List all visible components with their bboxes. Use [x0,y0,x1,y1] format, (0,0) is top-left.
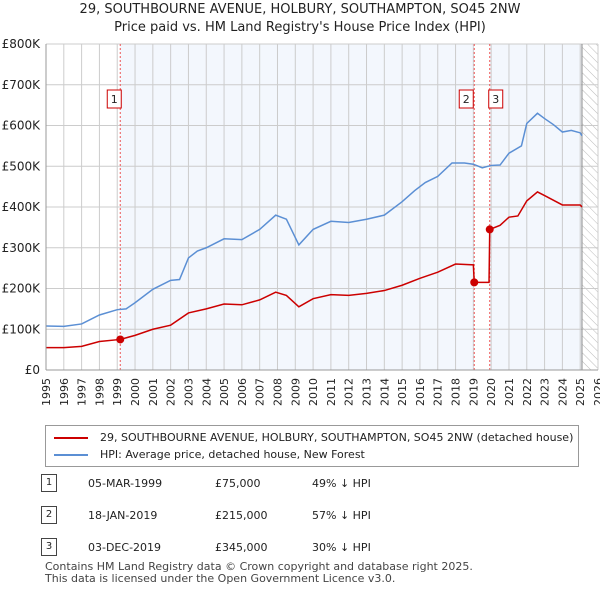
sale-hpi-diff: 57% ↓ HPI [312,509,371,522]
x-tick-label: 2020 [485,378,498,406]
legend: 29, SOUTHBOURNE AVENUE, HOLBURY, SOUTHAM… [45,425,579,467]
y-tick-label: £500K [2,159,42,173]
x-tick-label: 2013 [361,378,374,406]
sale-point [470,278,479,287]
footer-licence: This data is licensed under the Open Gov… [45,572,396,585]
x-tick-label: 2001 [147,378,160,406]
y-tick-label: £200K [2,282,42,296]
sale-number: 3 [41,538,57,556]
sale-point [116,335,125,344]
series-line [45,112,583,328]
x-tick-label: 2015 [396,378,409,406]
legend-item-hpi: HPI: Average price, detached house, New … [54,448,365,461]
x-tick-label: 1999 [111,378,124,406]
x-tick-label: 1996 [58,378,71,406]
sale-label-box [458,89,474,109]
x-tick-label: 2006 [236,378,249,406]
legend-item-property: 29, SOUTHBOURNE AVENUE, HOLBURY, SOUTHAM… [54,431,573,444]
sale-price: £215,000 [215,509,268,522]
sale-hpi-diff: 49% ↓ HPI [312,477,371,490]
x-tick-label: 2014 [378,378,391,406]
x-tick-label: 2012 [343,378,356,406]
x-tick-label: 2023 [539,378,552,406]
chart-subtitle: Price paid vs. HM Land Registry's House … [114,20,486,35]
x-tick-label: 2007 [254,378,267,406]
sale-number: 1 [41,474,57,492]
series-line [46,191,583,349]
sale-label: 3 [492,93,499,106]
x-tick-label: 2025 [574,378,587,406]
sale-label-box [106,89,122,109]
x-tick-label: 1997 [76,378,89,406]
x-tick-label: 2002 [165,378,178,406]
x-tick-label: 1995 [40,378,53,406]
x-tick-label: 2010 [307,378,320,406]
y-tick-label: £800K [2,37,42,51]
footer-copyright: Contains HM Land Registry data © Crown c… [45,560,473,573]
x-tick-label: 2011 [325,378,338,406]
y-tick-label: £700K [2,78,42,92]
sale-label: 1 [111,93,118,106]
sale-date: 05-MAR-1999 [88,477,163,490]
sale-point [485,225,494,234]
sale-label-box [488,89,504,109]
x-tick-label: 2003 [182,378,195,406]
y-tick-label: £300K [2,241,42,255]
sale-date: 03-DEC-2019 [88,541,162,554]
y-tick-label: £0 [25,363,40,377]
sale-date: 18-JAN-2019 [88,509,158,522]
sale-price: £345,000 [215,541,268,554]
x-tick-label: 2026 [592,378,600,406]
legend-label: HPI: Average price, detached house, New … [100,448,365,461]
x-tick-label: 2022 [521,378,534,406]
x-tick-label: 2005 [218,378,231,406]
y-tick-label: £100K [2,322,42,336]
sale-price: £75,000 [215,477,261,490]
x-tick-label: 1998 [93,378,106,406]
price-chart: 1995 1996 1997 1998 1999 2000 2001 2002 2003 2004… [2,37,600,406]
sale-label: 2 [463,93,470,106]
y-tick-label: £600K [2,119,42,133]
x-tick-label: 2000 [129,378,142,406]
y-tick-label: £400K [2,200,42,214]
x-tick-label: 2024 [556,378,569,406]
sale-number: 2 [41,506,57,524]
legend-label: 29, SOUTHBOURNE AVENUE, HOLBURY, SOUTHAM… [100,431,574,444]
x-tick-label: 2016 [414,378,427,406]
x-tick-label: 2004 [200,378,213,406]
x-tick-label: 2018 [450,378,463,406]
x-tick-label: 2008 [271,378,284,406]
x-tick-label: 2009 [289,378,302,406]
chart-title: 29, SOUTHBOURNE AVENUE, HOLBURY, SOUTHAM… [79,2,521,17]
x-tick-label: 2017 [432,378,445,406]
x-tick-label: 2019 [467,378,480,406]
x-tick-label: 2021 [503,378,516,406]
sale-hpi-diff: 30% ↓ HPI [312,541,371,554]
